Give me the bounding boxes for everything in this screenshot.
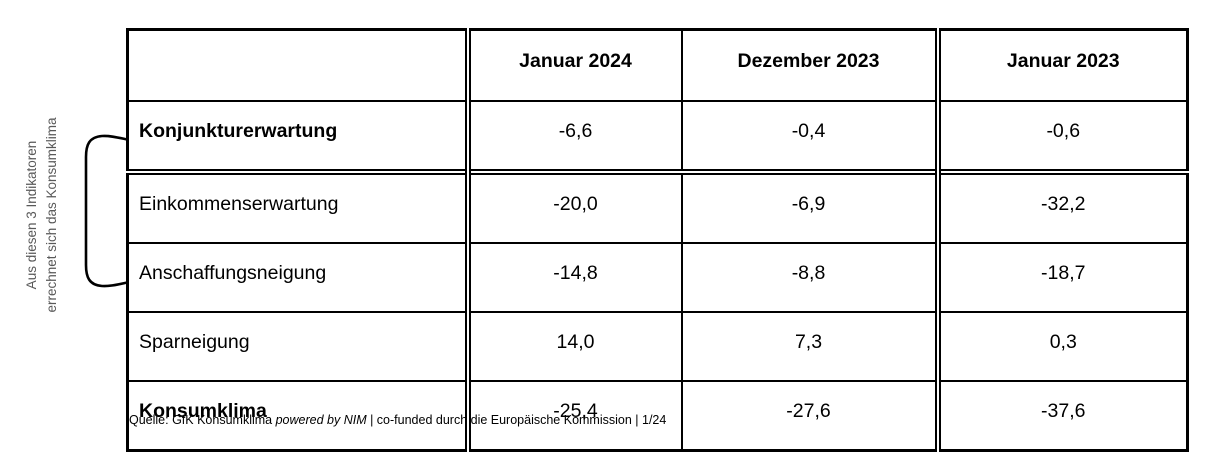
row-label: Sparneigung xyxy=(126,311,469,382)
row-label: Konjunkturerwartung xyxy=(126,100,469,173)
side-annotation-line2: errechnet sich das Konsumklima xyxy=(44,117,59,313)
table-row-einkommenserwartung: Einkommenserwartung -20,0 -6,9 -32,2 xyxy=(126,169,1189,244)
source-footer-prefix: Quelle: GfK Konsumklima xyxy=(129,413,276,427)
value-cell: -37,6 xyxy=(934,380,1189,452)
row-label: Einkommenserwartung xyxy=(126,169,469,244)
grouping-bracket-icon xyxy=(84,134,152,288)
table-row-konjunkturerwartung: Konjunkturerwartung -6,6 -0,4 -0,6 xyxy=(126,100,1189,173)
value-cell: -32,2 xyxy=(934,169,1189,244)
source-footer-suffix: | co-funded durch die Europäische Kommis… xyxy=(366,413,667,427)
value-cell: -8,8 xyxy=(680,242,939,313)
column-header-januar-2023: Januar 2023 xyxy=(934,28,1189,102)
value-cell: 0,3 xyxy=(934,311,1189,382)
value-cell: 7,3 xyxy=(680,311,939,382)
row-label: Anschaffungsneigung xyxy=(126,242,469,313)
value-cell: -6,6 xyxy=(464,100,683,173)
value-cell: -18,7 xyxy=(934,242,1189,313)
table-header-row: Januar 2024 Dezember 2023 Januar 2023 xyxy=(126,28,1189,102)
konsumklima-table: Januar 2024 Dezember 2023 Januar 2023 Ko… xyxy=(126,28,1189,452)
value-cell: -0,6 xyxy=(934,100,1189,173)
value-cell: -20,0 xyxy=(464,169,683,244)
column-header-empty xyxy=(126,28,469,102)
table-row-sparneigung: Sparneigung 14,0 7,3 0,3 xyxy=(126,311,1189,382)
table-row-konsumklima: Konsumklima -25,4 -27,6 -37,6 xyxy=(126,380,1189,452)
table-row-anschaffungsneigung: Anschaffungsneigung -14,8 -8,8 -18,7 xyxy=(126,242,1189,313)
row-label: Konsumklima xyxy=(126,380,469,452)
side-annotation-line1: Aus diesen 3 Indikatoren xyxy=(24,140,39,290)
side-annotation: Aus diesen 3 Indikatoren errechnet sich … xyxy=(22,87,66,343)
value-cell: -6,9 xyxy=(680,169,939,244)
value-cell: -0,4 xyxy=(680,100,939,173)
value-cell: -27,6 xyxy=(680,380,939,452)
column-header-dezember-2023: Dezember 2023 xyxy=(680,28,939,102)
value-cell: -14,8 xyxy=(464,242,683,313)
source-footer: Quelle: GfK Konsumklima powered by NIM |… xyxy=(129,411,666,429)
column-header-januar-2024: Januar 2024 xyxy=(464,28,683,102)
source-footer-italic: powered by NIM xyxy=(275,413,367,427)
value-cell: 14,0 xyxy=(464,311,683,382)
value-cell: -25,4 xyxy=(464,380,683,452)
